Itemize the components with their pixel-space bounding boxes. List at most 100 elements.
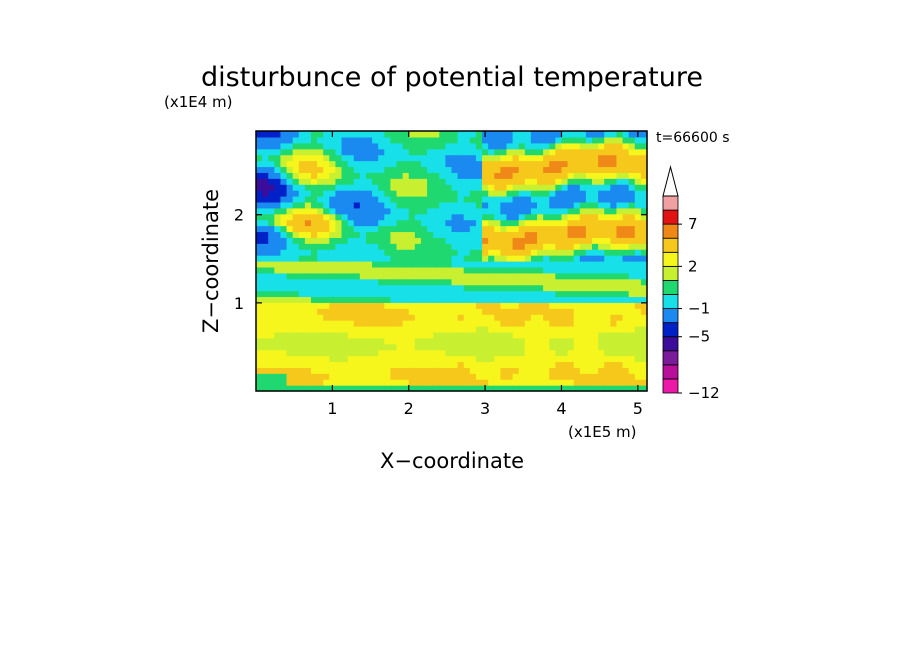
heatmap-cell xyxy=(274,136,282,144)
heatmap-cell xyxy=(433,160,440,168)
heatmap-cell xyxy=(475,331,483,339)
heatmap-cell xyxy=(640,207,648,215)
heatmap-cell xyxy=(347,343,355,351)
heatmap-cell xyxy=(353,178,361,185)
colorbar-tick-label: 2 xyxy=(688,257,698,275)
heatmap-cell xyxy=(585,308,593,315)
heatmap-cell xyxy=(512,272,520,280)
heatmap-cell xyxy=(506,249,514,256)
heatmap-cell xyxy=(610,178,618,185)
heatmap-cell xyxy=(323,320,330,327)
heatmap-cell xyxy=(280,160,288,168)
heatmap-cell xyxy=(317,201,324,209)
heatmap-cell xyxy=(585,296,593,303)
heatmap-cell xyxy=(317,178,324,185)
heatmap-cell xyxy=(439,290,446,298)
heatmap-cell xyxy=(573,255,581,262)
heatmap-cell xyxy=(262,261,269,268)
heatmap-cell xyxy=(408,231,416,238)
heatmap-cell xyxy=(365,255,373,262)
heatmap-cell xyxy=(543,190,550,197)
heatmap-cell xyxy=(469,196,477,203)
heatmap-cell xyxy=(604,219,611,227)
heatmap-cell xyxy=(634,373,642,380)
heatmap-cell xyxy=(347,213,355,221)
heatmap-cell xyxy=(445,160,453,168)
heatmap-cell xyxy=(512,225,520,233)
heatmap-cell xyxy=(610,243,618,250)
heatmap-cell xyxy=(402,219,410,227)
heatmap-cell xyxy=(482,237,489,244)
heatmap-cell xyxy=(402,160,410,168)
heatmap-cell xyxy=(298,154,306,162)
heatmap-cell xyxy=(518,196,526,203)
heatmap-cell xyxy=(408,320,416,327)
heatmap-cell xyxy=(573,296,581,303)
heatmap-cell xyxy=(256,225,263,233)
heatmap-cell xyxy=(475,131,483,138)
heatmap-cell xyxy=(494,178,501,185)
heatmap-cell xyxy=(610,249,618,256)
heatmap-cell xyxy=(475,207,483,215)
heatmap-cell xyxy=(457,343,465,351)
heatmap-cell xyxy=(439,166,446,173)
heatmap-cell xyxy=(347,243,355,250)
heatmap-cell xyxy=(323,337,330,345)
heatmap-cell xyxy=(347,237,355,244)
heatmap-cell xyxy=(634,379,642,386)
heatmap-cell xyxy=(524,136,532,144)
heatmap-cell xyxy=(555,290,563,298)
heatmap-cell xyxy=(359,379,367,386)
heatmap-cell xyxy=(427,172,434,179)
heatmap-cell xyxy=(414,343,422,351)
heatmap-cell xyxy=(610,172,618,179)
heatmap-cell xyxy=(402,154,410,162)
heatmap-cell xyxy=(335,249,343,256)
heatmap-cell xyxy=(408,379,416,386)
heatmap-cell xyxy=(585,349,593,357)
heatmap-cell xyxy=(365,213,373,221)
heatmap-cell xyxy=(628,296,636,303)
heatmap-cell xyxy=(494,184,501,191)
heatmap-cell xyxy=(353,255,361,262)
heatmap-cell xyxy=(579,237,587,244)
heatmap-cell xyxy=(482,142,489,150)
heatmap-cell xyxy=(524,190,532,197)
heatmap-cell xyxy=(280,308,288,315)
heatmap-cell xyxy=(567,296,575,303)
heatmap-cell xyxy=(482,196,489,203)
heatmap-cell xyxy=(573,284,581,292)
heatmap-cell xyxy=(353,320,361,327)
heatmap-cell xyxy=(537,142,544,150)
heatmap-cell xyxy=(573,373,581,380)
heatmap-cell xyxy=(488,308,495,315)
heatmap-cell xyxy=(488,266,495,274)
heatmap-cell xyxy=(634,361,642,368)
heatmap-cell xyxy=(408,219,416,227)
heatmap-cell xyxy=(543,142,550,150)
heatmap-cell xyxy=(585,361,593,368)
heatmap-cell xyxy=(457,142,465,150)
heatmap-cell xyxy=(268,302,275,309)
heatmap-cell xyxy=(500,142,508,150)
heatmap-cell xyxy=(347,142,355,150)
heatmap-cell xyxy=(482,302,489,309)
heatmap-cell xyxy=(585,249,593,256)
heatmap-cell xyxy=(640,326,648,333)
heatmap-cell xyxy=(500,190,508,197)
heatmap-cell xyxy=(359,255,367,262)
heatmap-cell xyxy=(634,278,642,286)
heatmap-cell xyxy=(292,131,300,138)
heatmap-cell xyxy=(329,184,337,191)
heatmap-cell xyxy=(543,367,550,374)
heatmap-cell xyxy=(359,302,367,309)
heatmap-cell xyxy=(347,302,355,309)
heatmap-cell xyxy=(598,361,605,368)
heatmap-cell xyxy=(628,136,636,144)
heatmap-cell xyxy=(610,314,618,321)
heatmap-cell xyxy=(488,337,495,345)
heatmap-cell xyxy=(365,326,373,333)
heatmap-cell xyxy=(304,278,312,286)
heatmap-cell xyxy=(256,361,263,368)
heatmap-cell xyxy=(592,231,599,238)
